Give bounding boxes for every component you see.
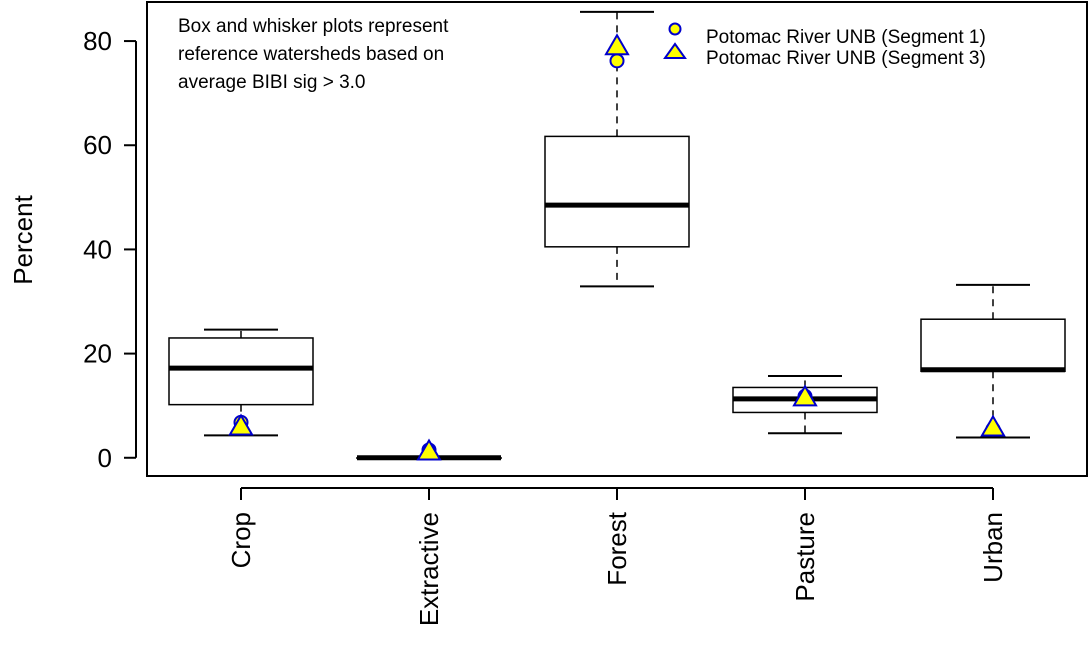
x-axis: Crop Extractive Forest Pasture Urban [226,487,1008,626]
annotation-line-2: reference watersheds based on [178,44,444,65]
y-tick-label: 80 [83,26,112,56]
legend-circle-marker [668,22,682,36]
box-urban [920,283,1066,439]
box-forest [544,10,690,288]
y-tick-label: 20 [83,339,112,369]
y-tick-label: 60 [83,130,112,160]
point-segment-3-pasture [792,384,818,407]
y-axis-label: Percent [8,194,38,284]
boxes [168,10,1066,461]
x-tick-label: Forest [602,511,632,585]
legend-series-2: Potomac River UNB (Segment 3) [706,48,986,69]
y-tick-label: 0 [98,443,112,473]
point-segment-1-forest [609,53,625,69]
point-segment-3-crop [228,413,254,436]
x-tick-label: Crop [226,512,256,568]
point-segment-3-extractive [416,438,442,461]
annotation: Box and whisker plots represent referenc… [178,16,449,93]
legend-triangle-marker [663,42,687,59]
legend: Potomac River UNB (Segment 1) Potomac Ri… [663,22,986,69]
y-axis: 0 20 40 60 80 [83,26,137,473]
point-segment-3-urban [980,414,1006,437]
x-tick-label: Urban [978,512,1008,583]
plot-frame [146,1,1088,477]
box-body [920,318,1066,373]
x-tick-label: Pasture [790,512,820,602]
data-points [228,33,1006,461]
y-tick-label: 40 [83,234,112,264]
annotation-line-3: average BIBI sig > 3.0 [178,72,365,93]
x-tick-label: Extractive [414,512,444,626]
box-body [544,135,690,248]
annotation-line-1: Box and whisker plots represent [178,16,449,37]
box-body [168,337,314,406]
point-segment-3-forest [604,33,630,56]
box-crop [168,328,314,437]
legend-series-1: Potomac River UNB (Segment 1) [706,27,986,48]
